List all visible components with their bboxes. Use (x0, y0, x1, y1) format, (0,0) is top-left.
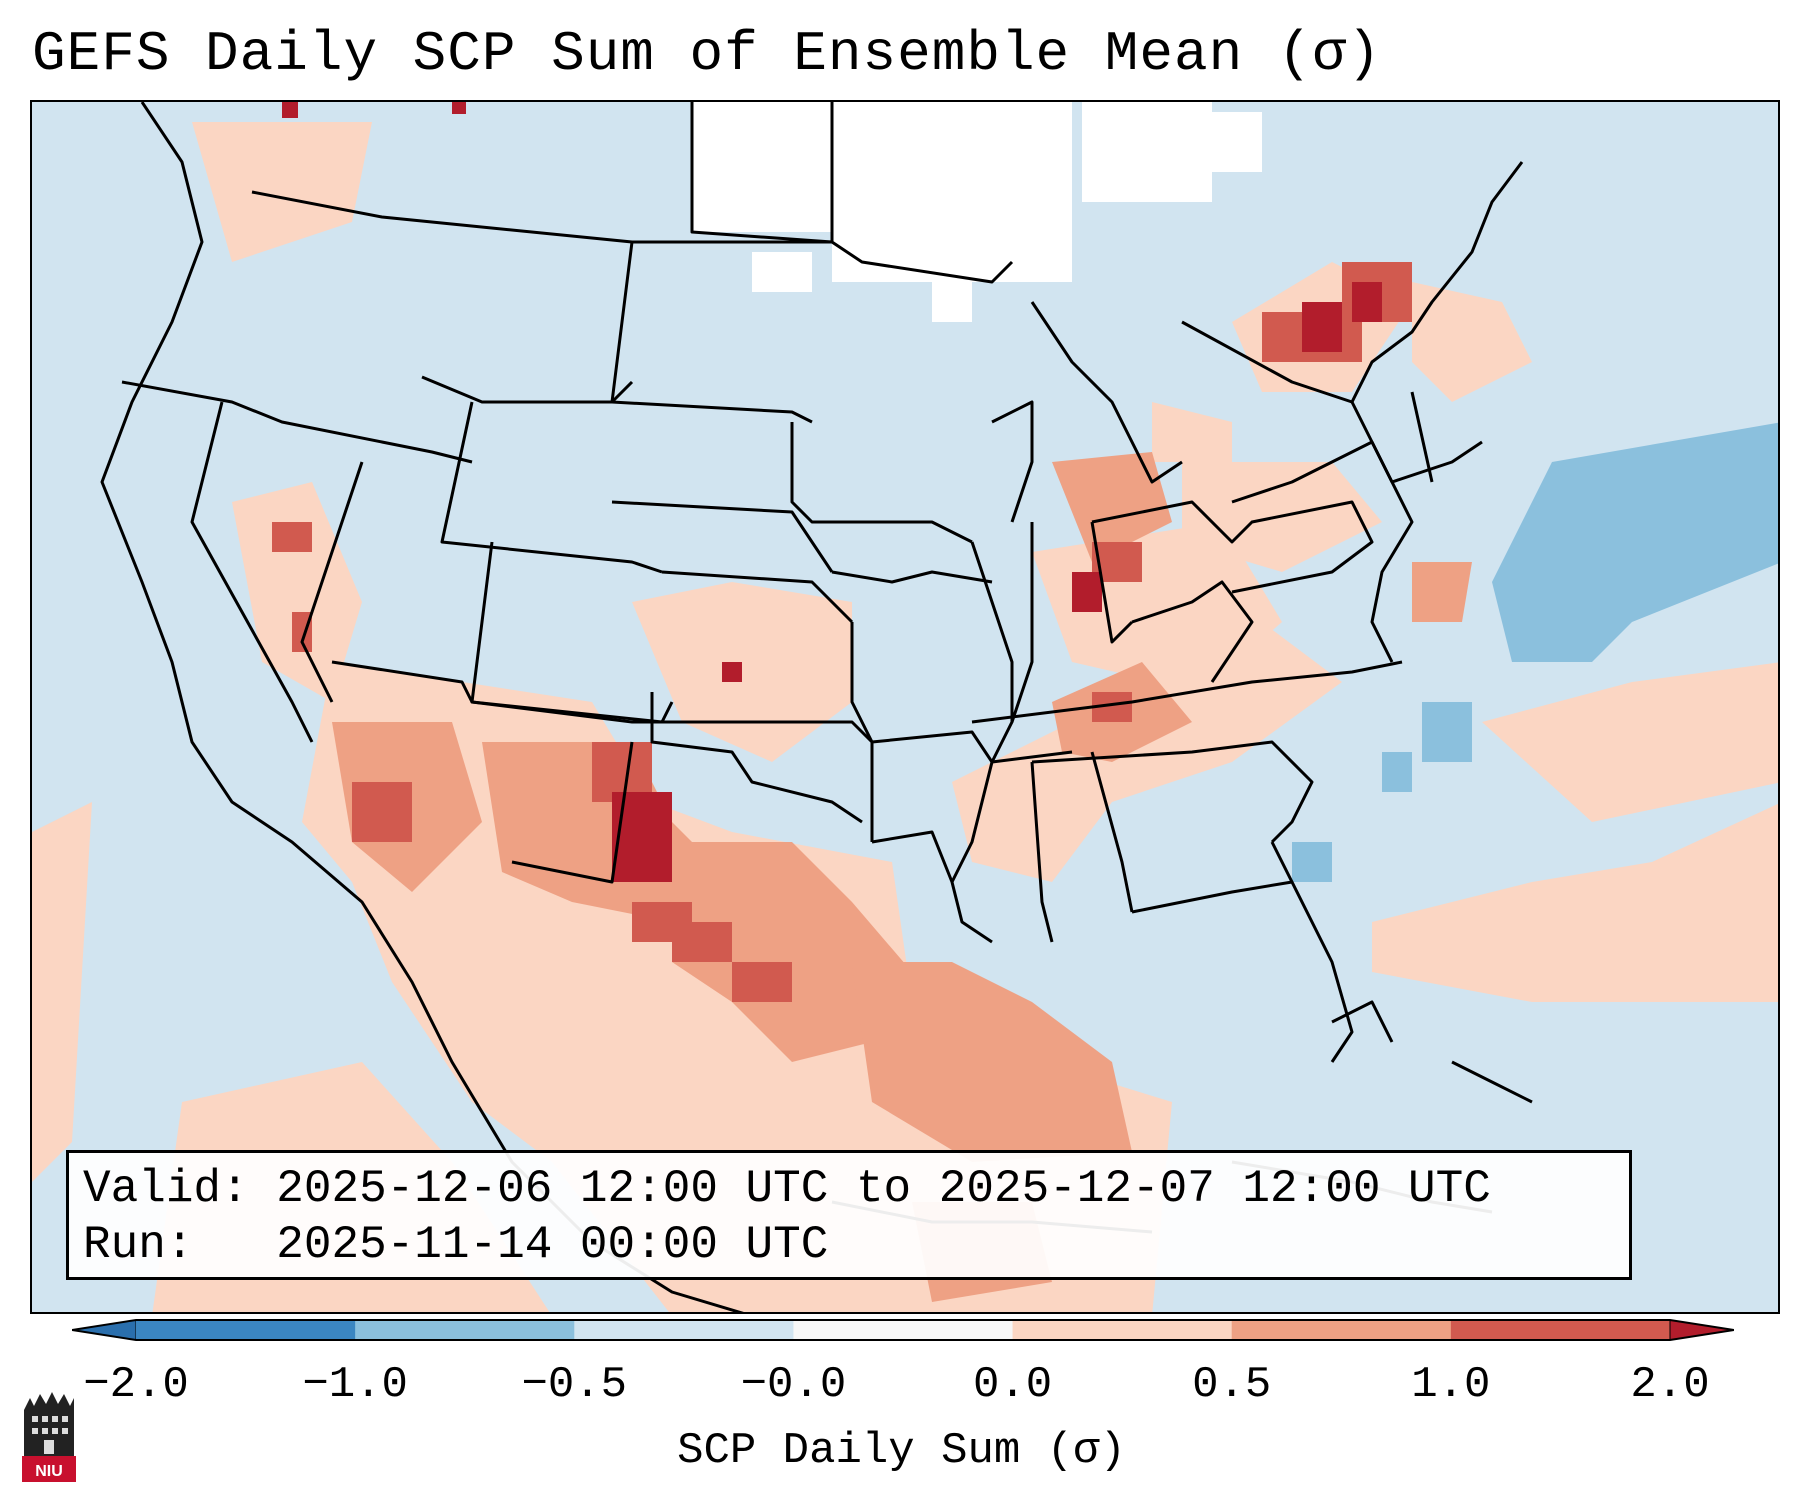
run-label: Run: (83, 1219, 194, 1271)
colorbar-segment (1231, 1320, 1452, 1340)
colorbar-segment (793, 1320, 1014, 1340)
valid-run-info-box: Valid: 2025-12-06 12:00 UTC to 2025-12-0… (66, 1150, 1632, 1280)
logo-text: NIU (35, 1463, 63, 1480)
colorbar-segment (1012, 1320, 1233, 1340)
colorbar-tick-label: 0.0 (972, 1360, 1053, 1410)
colorbar-tick-label: −0.5 (521, 1360, 628, 1410)
colorbar-tick-label: 2.0 (1630, 1360, 1710, 1410)
colorbar-tick-label: 1.0 (1411, 1360, 1491, 1410)
valid-value: 2025-12-06 12:00 UTC to 2025-12-07 12:00… (276, 1163, 1491, 1215)
colorbar-frame (72, 1319, 1734, 1341)
colorbar-tick-label: −0.0 (740, 1360, 847, 1410)
niu-logo: NIU (22, 1392, 76, 1482)
run-value: 2025-11-14 00:00 UTC (276, 1219, 829, 1271)
negative-areas (1292, 422, 1778, 882)
boundaries (100, 102, 1533, 1312)
colorbar-tick-label: −1.0 (302, 1360, 408, 1410)
colorbar-segment (136, 1320, 356, 1340)
neutral-areas (692, 102, 1262, 322)
colorbar-segment (574, 1320, 794, 1340)
valid-label: Valid: (83, 1163, 249, 1215)
map-title: GEFS Daily SCP Sum of Ensemble Mean (σ) (32, 22, 1382, 86)
map-canvas (32, 102, 1778, 1312)
colorbar-tick-label: 0.5 (1192, 1360, 1272, 1410)
colorbar-segment (355, 1320, 575, 1340)
colorbar-label: SCP Daily Sum (σ) (677, 1426, 1126, 1476)
positive-light-areas (32, 122, 1778, 1312)
colorbar-extend-high (1669, 1319, 1734, 1341)
map-panel (30, 100, 1780, 1314)
colorbar-segment (1450, 1320, 1671, 1340)
colorbar-extend-low (72, 1319, 137, 1341)
colorbar (72, 1319, 1734, 1341)
colorbar-tick-label: −2.0 (83, 1360, 189, 1410)
positive-extreme-areas (282, 102, 1382, 882)
